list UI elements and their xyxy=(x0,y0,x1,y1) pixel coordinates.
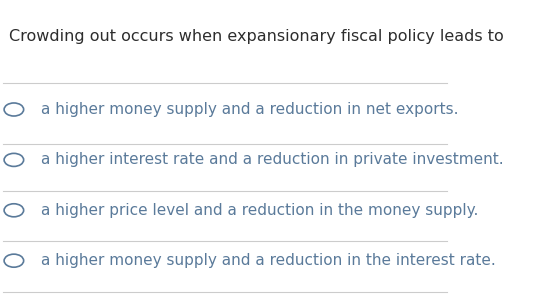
Text: a higher interest rate and a reduction in private investment.: a higher interest rate and a reduction i… xyxy=(41,153,503,167)
Text: a higher price level and a reduction in the money supply.: a higher price level and a reduction in … xyxy=(41,203,478,218)
Text: a higher money supply and a reduction in net exports.: a higher money supply and a reduction in… xyxy=(41,102,458,117)
Text: Crowding out occurs when expansionary fiscal policy leads to: Crowding out occurs when expansionary fi… xyxy=(9,30,503,44)
Text: a higher money supply and a reduction in the interest rate.: a higher money supply and a reduction in… xyxy=(41,253,495,268)
